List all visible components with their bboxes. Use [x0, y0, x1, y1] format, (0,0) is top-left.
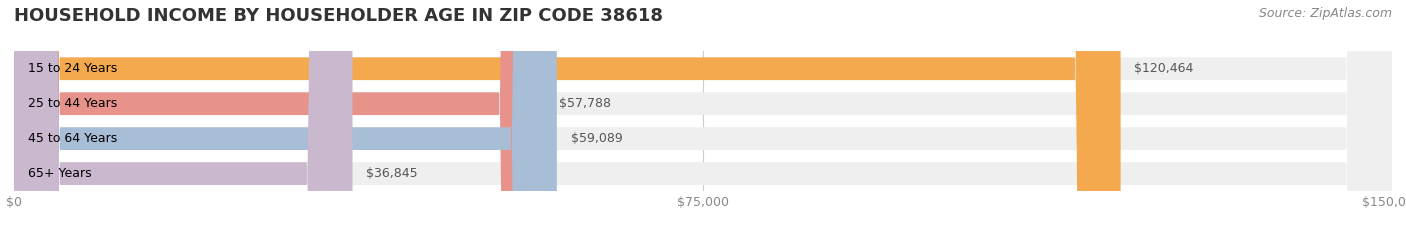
Text: HOUSEHOLD INCOME BY HOUSEHOLDER AGE IN ZIP CODE 38618: HOUSEHOLD INCOME BY HOUSEHOLDER AGE IN Z… — [14, 7, 664, 25]
FancyBboxPatch shape — [14, 0, 1392, 233]
FancyBboxPatch shape — [14, 0, 1392, 233]
FancyBboxPatch shape — [14, 0, 353, 233]
FancyBboxPatch shape — [14, 0, 546, 233]
FancyBboxPatch shape — [14, 0, 1392, 233]
Text: $59,089: $59,089 — [571, 132, 623, 145]
FancyBboxPatch shape — [14, 0, 1392, 233]
FancyBboxPatch shape — [14, 0, 1121, 233]
Text: $36,845: $36,845 — [367, 167, 418, 180]
Text: 15 to 24 Years: 15 to 24 Years — [28, 62, 117, 75]
FancyBboxPatch shape — [14, 0, 557, 233]
Text: $57,788: $57,788 — [558, 97, 610, 110]
Text: 25 to 44 Years: 25 to 44 Years — [28, 97, 117, 110]
Text: 65+ Years: 65+ Years — [28, 167, 91, 180]
Text: 45 to 64 Years: 45 to 64 Years — [28, 132, 117, 145]
Text: Source: ZipAtlas.com: Source: ZipAtlas.com — [1258, 7, 1392, 20]
Text: $120,464: $120,464 — [1135, 62, 1194, 75]
